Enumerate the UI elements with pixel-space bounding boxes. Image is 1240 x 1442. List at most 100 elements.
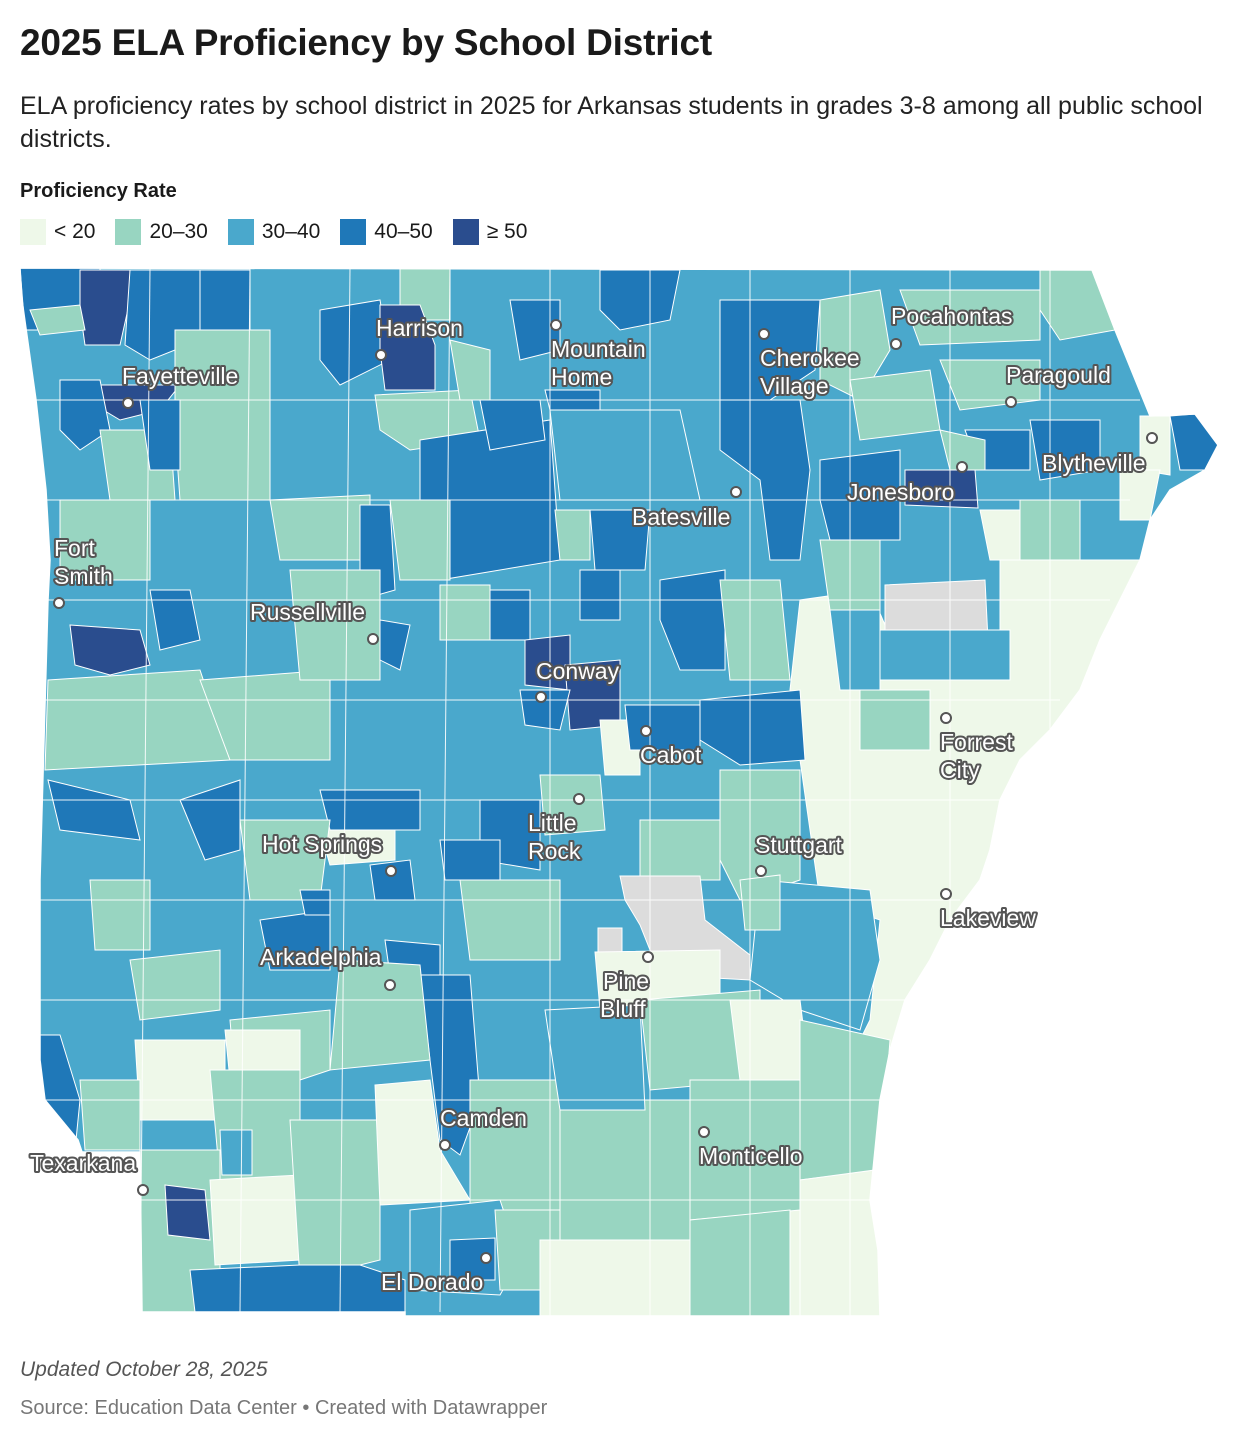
district-shape [299, 889, 331, 916]
district-shape [899, 289, 1041, 346]
city-dot [940, 712, 952, 724]
district-shape [939, 429, 986, 471]
district-shape [174, 329, 271, 501]
district-shape [689, 1209, 791, 1316]
district-shape [799, 1169, 881, 1316]
city-dot [535, 691, 547, 703]
city-label: Russellville [250, 599, 365, 625]
city-hot-springs: Hot Springs [260, 829, 397, 877]
city-paragould: Paragould [1004, 360, 1113, 408]
district-shape [579, 569, 621, 621]
city-dot [439, 1139, 451, 1151]
city-label: Fayetteville [122, 363, 238, 389]
legend-swatch [227, 219, 254, 245]
city-label: Lakeview [940, 905, 1036, 931]
city-dot [573, 793, 585, 805]
district-boundaries [20, 268, 1140, 1316]
city-dot [480, 1252, 492, 1264]
legend-label: 20–30 [149, 220, 208, 243]
district-shape [849, 369, 941, 441]
city-blytheville: Blytheville [1040, 432, 1158, 478]
city-dot [698, 1126, 710, 1138]
district-shape [374, 1079, 471, 1206]
district-shape [599, 269, 681, 331]
state-outline [19, 267, 1219, 1317]
district-shape [719, 579, 791, 681]
district-shape [549, 409, 701, 501]
city-dot [122, 397, 134, 409]
city-dot [640, 725, 652, 737]
city-jonesboro: Jonesboro [845, 461, 968, 507]
city-monticello: Monticello [697, 1126, 805, 1171]
city-label: Hot Springs [262, 831, 382, 857]
legend-item-30-40: 30–40 [227, 219, 320, 245]
city-dot [550, 319, 562, 331]
city-dot [137, 1184, 149, 1196]
district-shape [209, 1174, 301, 1266]
district-shape [699, 689, 806, 766]
district-shape [509, 299, 561, 361]
city-cherokee-village: Cherokee Village [758, 328, 862, 401]
district-shape [319, 789, 421, 831]
city-conway: Conway [534, 656, 622, 703]
district-shape [69, 624, 151, 676]
city-label: Blytheville [1042, 450, 1146, 476]
city-label: Rock [528, 838, 581, 864]
city-stuttgart: Stuttgart [753, 830, 845, 877]
district-shape [589, 509, 651, 571]
district-shape [819, 289, 891, 401]
city-dot [375, 349, 387, 361]
city-dot [956, 461, 968, 473]
district-shape [79, 1079, 141, 1151]
city-markers: Harrison Fayetteville Mountain Home Cher… [28, 301, 1158, 1297]
district-shape [329, 959, 431, 1071]
district-shape [597, 927, 623, 953]
city-label: Fort [54, 535, 96, 561]
district-shape [389, 499, 451, 581]
city-dot [53, 597, 65, 609]
district-shape [719, 399, 811, 561]
district-shape [59, 379, 111, 451]
district-shape [289, 569, 381, 681]
city-label: Smith [54, 563, 113, 589]
legend-swatch [20, 219, 46, 245]
city-dot [940, 888, 952, 900]
city-label: Pine [603, 968, 649, 994]
city-dot [890, 338, 902, 350]
legend-title: Proficiency Rate [20, 180, 177, 202]
city-dot [385, 865, 397, 877]
city-harrison: Harrison [374, 313, 465, 361]
city-label: Jonesboro [847, 479, 954, 505]
district-shape [164, 1184, 211, 1241]
district-shape [1029, 419, 1101, 481]
city-pine-bluff: Pine Bluff [598, 951, 654, 1024]
city-label: Harrison [376, 315, 463, 341]
district-shape [544, 1004, 646, 1111]
district-shape [149, 589, 201, 651]
city-dot [755, 865, 767, 877]
city-texarkana: Texarkana [28, 1148, 149, 1196]
city-cabot: Cabot [638, 725, 704, 770]
city-label: Arkadelphia [260, 944, 382, 970]
chart-title: 2025 ELA Proficiency by School District [20, 22, 713, 63]
district-shape [459, 879, 561, 961]
city-camden: Camden [438, 1103, 529, 1151]
city-label: Paragould [1006, 362, 1111, 388]
legend-swatch [340, 219, 367, 245]
district-shape [639, 819, 721, 881]
city-russellville: Russellville [248, 597, 379, 645]
city-dot [730, 486, 742, 498]
city-label: Village [760, 373, 829, 399]
legend-swatch [115, 219, 142, 245]
city-dot [758, 328, 770, 340]
city-label: Conway [536, 658, 620, 684]
district-shapes [20, 268, 1218, 1316]
city-dot [384, 979, 396, 991]
updated-date: Updated October 28, 2025 [20, 1358, 268, 1381]
city-forrest-city: Forrest City [938, 712, 1015, 785]
city-label: Camden [440, 1105, 527, 1131]
city-label: City [940, 757, 980, 783]
district-shape [739, 874, 781, 931]
city-label: Bluff [600, 996, 646, 1022]
legend-label: < 20 [54, 220, 96, 243]
